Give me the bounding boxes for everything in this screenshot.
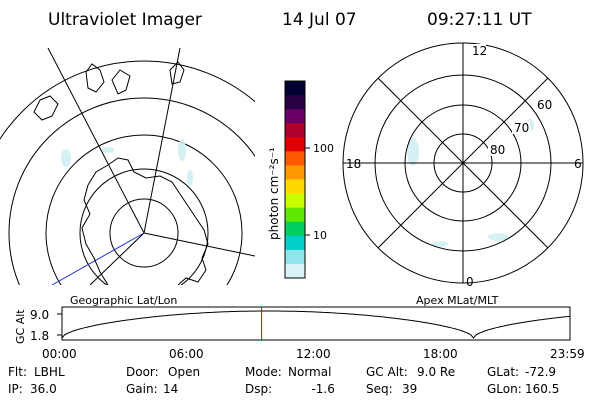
colorbar-tick-label: 100 <box>313 142 334 155</box>
status-label: GC Alt: <box>366 365 408 379</box>
intensity-colorbar <box>285 81 305 279</box>
nz-coastline <box>85 61 185 95</box>
status-label: Seq: <box>366 382 393 396</box>
colorbar-segment <box>285 165 305 181</box>
status-label: Flt: <box>8 365 27 379</box>
apex-polar-plot: 12 18 6 0 60 70 80 <box>342 42 584 289</box>
altitude-timeline: GC Alt 9.0 1.8 00:00 06:00 12:00 18:00 2… <box>14 306 585 361</box>
auroral-emission <box>61 139 193 186</box>
status-value: 14 <box>163 382 178 396</box>
status-value: -72.9 <box>525 365 556 379</box>
colorbar-segment <box>285 123 305 138</box>
status-row-2: IP: 36.0 Gain: 14 Dsp: -1.6 Seq: 39 GLon… <box>8 382 559 396</box>
status-value: 39 <box>402 382 417 396</box>
status-label: Mode: <box>245 365 282 379</box>
island-coastline <box>33 95 59 121</box>
status-value: Open <box>168 365 200 379</box>
lat-circle <box>79 168 209 285</box>
timeline-x-tick: 18:00 <box>423 347 458 361</box>
geographic-caption: Geographic Lat/Lon <box>70 294 177 307</box>
colorbar-unit-label: photon cm⁻²s⁻¹ <box>267 147 281 240</box>
mlat-label: 70 <box>514 121 529 135</box>
colorbar-segment <box>285 221 305 237</box>
mlt-label-noon: 12 <box>472 44 487 58</box>
timeline-x-tick: 23:59 <box>550 347 585 361</box>
instrument-title: Ultraviolet Imager <box>48 10 202 30</box>
meridian-line <box>143 232 255 257</box>
status-label: GLon: <box>487 382 522 396</box>
timeline-y-label: GC Alt <box>14 309 27 344</box>
colorbar-segment <box>285 95 305 110</box>
status-value: -1.6 <box>300 382 335 396</box>
lat-circle <box>0 60 255 140</box>
timeline-x-tick: 00:00 <box>42 347 77 361</box>
meridian-line <box>89 232 145 285</box>
status-label: IP: <box>8 382 23 396</box>
colorbar-frame <box>284 80 306 279</box>
antarctica-coastline <box>81 157 209 285</box>
timeline-y-tick: 9.0 <box>30 308 49 322</box>
mlat-label: 80 <box>490 143 505 157</box>
timeline-x-tick: 12:00 <box>296 347 331 361</box>
timeline-y-tick: 1.8 <box>30 329 49 343</box>
altitude-curve <box>61 310 571 339</box>
status-value: 160.5 <box>525 382 559 396</box>
lat-circle <box>45 134 243 285</box>
colorbar-segment <box>285 249 305 265</box>
status-label: Door: <box>126 365 159 379</box>
meridian-line <box>47 47 145 234</box>
timeline-frame <box>61 306 571 341</box>
colorbar-segment <box>285 207 305 223</box>
lat-circle <box>8 97 255 285</box>
status-value: 36.0 <box>30 382 57 396</box>
status-label: Gain: <box>126 382 158 396</box>
colorbar-segment <box>285 235 305 251</box>
apex-caption: Apex MLat/MLT <box>416 294 499 307</box>
colorbar-segment <box>285 137 305 152</box>
mlt-label-midnight: 0 <box>466 275 474 289</box>
status-value: Normal <box>288 365 331 379</box>
status-value: LBHL <box>34 365 65 379</box>
mlt-label-dawn: 6 <box>574 157 582 171</box>
colorbar-tick-label: 10 <box>313 229 327 242</box>
colorbar-segment <box>285 263 305 279</box>
mlat-label: 60 <box>537 98 552 112</box>
noon-meridian <box>51 232 145 285</box>
meridian-line <box>143 47 181 234</box>
geographic-map <box>0 47 255 285</box>
colorbar-segment <box>285 151 305 167</box>
status-label: GLat: <box>487 365 519 379</box>
status-row-1: Flt: LBHL Door: Open Mode: Normal GC Alt… <box>8 365 556 379</box>
mlt-line <box>377 77 549 249</box>
timeline-x-tick: 06:00 <box>169 347 204 361</box>
observation-date: 14 Jul 07 <box>282 10 357 30</box>
colorbar-segment <box>285 109 305 124</box>
status-value: 9.0 Re <box>417 365 455 379</box>
status-label: Dsp: <box>245 382 272 396</box>
colorbar-segment <box>285 179 305 195</box>
colorbar-segment <box>285 81 305 96</box>
colorbar-segment <box>285 193 305 209</box>
mlt-label-dusk: 18 <box>346 157 361 171</box>
observation-time: 09:27:11 UT <box>427 10 532 30</box>
lat-circle <box>109 198 179 268</box>
